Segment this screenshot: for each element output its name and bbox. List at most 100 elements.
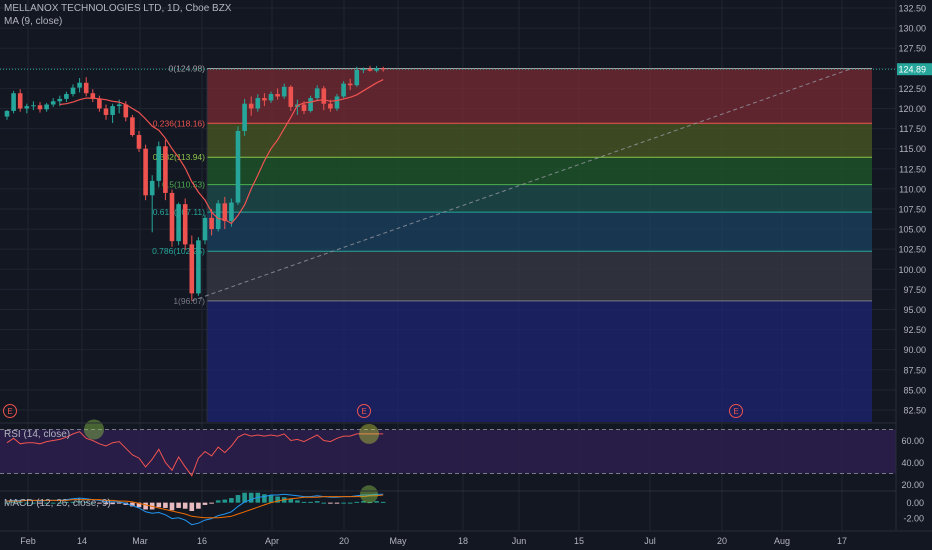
symbol-title[interactable]: MELLANOX TECHNOLOGIES LTD, 1D, Cboe BZX	[4, 3, 232, 14]
last-price-label: 124.89	[898, 65, 926, 75]
macd-histogram-bar	[24, 502, 30, 504]
candle-body	[229, 202, 234, 222]
earnings-letter: E	[733, 407, 738, 416]
candle-body	[31, 105, 36, 107]
rsi-label[interactable]: RSI (14, close)	[4, 429, 71, 440]
macd-histogram-bar	[37, 502, 43, 504]
candle	[354, 66, 360, 87]
rsi-pane[interactable]	[0, 419, 896, 477]
trend-line	[191, 68, 852, 302]
fib-zone	[207, 184, 872, 213]
time-tick-label: 14	[77, 536, 87, 546]
candle-body	[380, 68, 386, 70]
macd-histogram-bar	[347, 502, 353, 504]
candle-body	[130, 117, 135, 136]
rsi-signal-marker	[359, 423, 379, 444]
candle	[103, 104, 109, 120]
time-tick-label: Jul	[644, 536, 656, 546]
candle	[321, 86, 327, 111]
candle	[130, 114, 135, 137]
candle-body	[275, 94, 280, 97]
time-tick-label: May	[389, 536, 407, 546]
candle	[31, 101, 36, 111]
time-tick-label: 20	[717, 536, 727, 546]
ma-label[interactable]: MA (9, close)	[4, 16, 63, 27]
candle-body	[83, 82, 89, 94]
candle	[17, 89, 23, 112]
candle-body	[97, 98, 102, 109]
fib-zone	[207, 251, 872, 301]
candle-body	[196, 240, 201, 294]
candle-body	[143, 148, 148, 196]
fib-level-label: 0.786(102.25)	[152, 246, 205, 256]
earnings-marker[interactable]: E	[3, 404, 17, 418]
time-tick-label: Feb	[20, 536, 36, 546]
fib-zone	[207, 300, 872, 422]
earnings-circle	[729, 404, 743, 418]
candle-body	[288, 86, 294, 107]
macd-histogram-bar	[215, 500, 221, 503]
candle	[341, 81, 346, 99]
macd-histogram-bar	[268, 495, 274, 503]
candle	[156, 141, 162, 188]
earnings-marker[interactable]: E	[357, 404, 371, 418]
macd-histogram-bar	[275, 496, 280, 503]
macd-histogram-bar	[374, 501, 379, 503]
candle-body	[209, 217, 214, 230]
candle-body	[215, 203, 221, 230]
candle-body	[123, 104, 129, 118]
candle-body	[334, 96, 340, 109]
candle	[64, 91, 69, 103]
fib-level-label: 0.236(118.16)	[153, 118, 205, 128]
macd-histogram-bar	[11, 501, 16, 503]
macd-label[interactable]: MACD (12, 26, close, 9)	[4, 498, 111, 509]
macd-histogram-bar	[64, 501, 69, 503]
time-tick-label: Apr	[265, 536, 279, 546]
macd-signal-marker	[360, 485, 378, 504]
signal-line	[7, 494, 384, 519]
candle-body	[110, 106, 115, 115]
candle	[97, 95, 102, 112]
fib-zone	[207, 157, 872, 185]
candle-body	[44, 104, 49, 110]
ma-legend[interactable]: MA (9, close)	[4, 16, 62, 27]
candle	[361, 67, 366, 74]
earnings-letter: E	[7, 407, 12, 416]
price-tick-label: 85.00	[903, 385, 926, 395]
macd-histogram-bar	[143, 502, 148, 510]
price-tick-label: 82.50	[903, 405, 926, 415]
macd-legend[interactable]: MACD (12, 26, close, 9)	[4, 498, 111, 509]
candle-body	[248, 103, 254, 109]
rsi-legend[interactable]: RSI (14, close)	[4, 429, 70, 440]
rsi-band-fill	[0, 429, 896, 474]
macd-histogram-bar	[189, 502, 195, 511]
candle	[11, 90, 16, 114]
candle	[143, 144, 148, 201]
macd-histogram-bar	[50, 502, 56, 504]
macd-histogram-bar	[334, 502, 340, 504]
earnings-marker[interactable]: E	[729, 404, 743, 418]
earnings-circle	[357, 404, 371, 418]
macd-pane[interactable]	[4, 485, 386, 526]
candle-body	[242, 103, 247, 132]
macd-histogram-bar	[235, 495, 241, 503]
macd-histogram-bar	[295, 500, 300, 503]
chart-legend-title[interactable]: MELLANOX TECHNOLOGIES LTD, 1D, Cboe BZX	[4, 3, 231, 14]
macd-histogram-bar	[44, 502, 49, 504]
fib-level-label: 1(96.07)	[173, 296, 205, 306]
candle-body	[255, 98, 261, 109]
candle-body	[374, 68, 379, 71]
candle-body	[301, 104, 307, 111]
time-tick-label: 18	[458, 536, 468, 546]
price-tick-label: 87.50	[903, 365, 926, 375]
macd-histogram-bar	[262, 494, 267, 503]
candle	[4, 110, 10, 120]
macd-histogram-bar	[130, 502, 135, 507]
candle	[308, 95, 313, 113]
candle	[176, 202, 181, 246]
price-tick-label: 97.50	[903, 285, 926, 295]
candle	[196, 237, 201, 296]
candle	[235, 126, 241, 205]
candle-body	[341, 83, 346, 97]
